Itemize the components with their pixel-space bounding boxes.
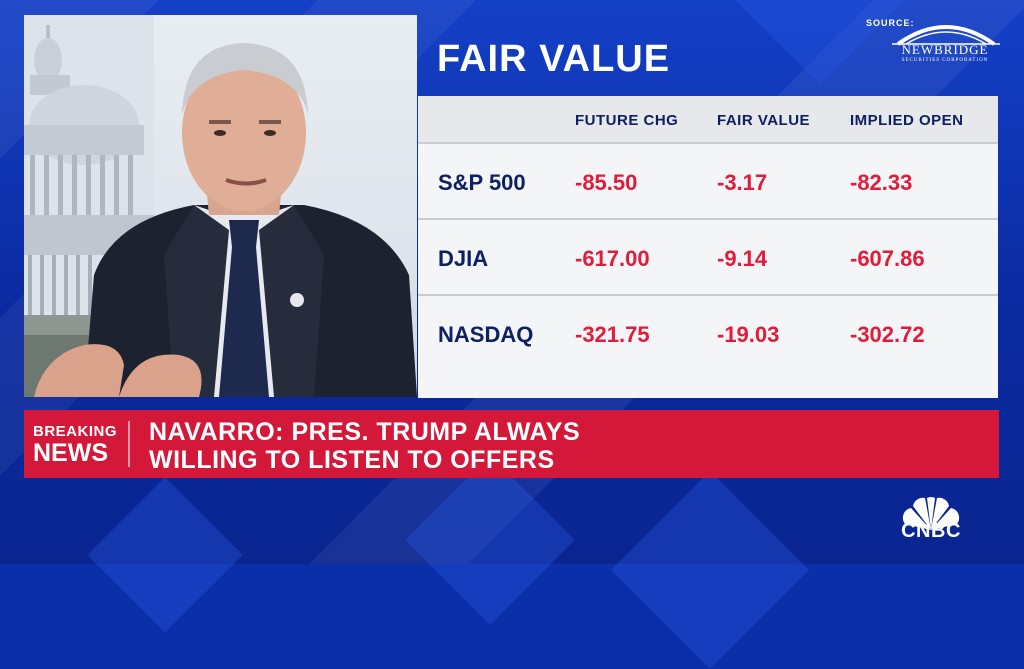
newbridge-name: NEWBRIDGE — [901, 42, 989, 57]
implied-open-value: -82.33 — [850, 170, 913, 195]
banner-divider — [128, 421, 130, 467]
fair-value-value: -19.03 — [717, 322, 780, 347]
future-chg-value: -85.50 — [575, 170, 638, 195]
board-title: FAIR VALUE — [437, 38, 671, 80]
fair-value-value: -3.17 — [717, 170, 768, 195]
index-name: NASDAQ — [438, 322, 534, 347]
breaking-label-line1: BREAKING — [33, 423, 118, 440]
table-header: FUTURE CHG FAIR VALUE IMPLIED OPEN — [418, 96, 998, 142]
column-header-fair-value: FAIR VALUE — [717, 112, 811, 129]
table-row: DJIA -617.00 -9.14 -607.86 — [418, 218, 998, 295]
index-name: S&P 500 — [438, 170, 526, 195]
source-label: SOURCE: — [866, 18, 915, 28]
table-row: NASDAQ -321.75 -19.03 -302.72 — [418, 294, 998, 398]
network-name: CNBC — [901, 520, 961, 542]
headline-line1: NAVARRO: PRES. TRUMP ALWAYS — [149, 418, 581, 446]
breaking-news-label: BREAKING NEWS — [33, 424, 117, 466]
fair-value-value: -9.14 — [717, 246, 768, 271]
implied-open-value: -302.72 — [850, 322, 925, 347]
cnbc-peacock-icon — [902, 497, 960, 530]
table-row: S&P 500 -85.50 -3.17 -82.33 — [418, 142, 998, 219]
speaker-image — [34, 43, 417, 397]
video-feed — [24, 15, 417, 397]
future-chg-value: -321.75 — [575, 322, 650, 347]
headline-line2: WILLING TO LISTEN TO OFFERS — [149, 446, 555, 474]
breaking-news-banner: BREAKING NEWS NAVARRO: PRES. TRUMP ALWAY… — [24, 410, 999, 478]
breaking-label-line2: NEWS — [33, 439, 108, 467]
column-header-future-chg: FUTURE CHG — [575, 112, 679, 129]
headline: NAVARRO: PRES. TRUMP ALWAYS WILLING TO L… — [149, 418, 580, 474]
newbridge-subtitle: SECURITIES CORPORATION — [901, 58, 989, 63]
implied-open-value: -607.86 — [850, 246, 925, 271]
column-header-implied-open: IMPLIED OPEN — [850, 112, 964, 129]
index-name: DJIA — [438, 246, 489, 271]
fair-value-table: FUTURE CHG FAIR VALUE IMPLIED OPEN S&P 5… — [418, 96, 998, 398]
newbridge-logo — [892, 25, 1000, 46]
future-chg-value: -617.00 — [575, 246, 650, 271]
